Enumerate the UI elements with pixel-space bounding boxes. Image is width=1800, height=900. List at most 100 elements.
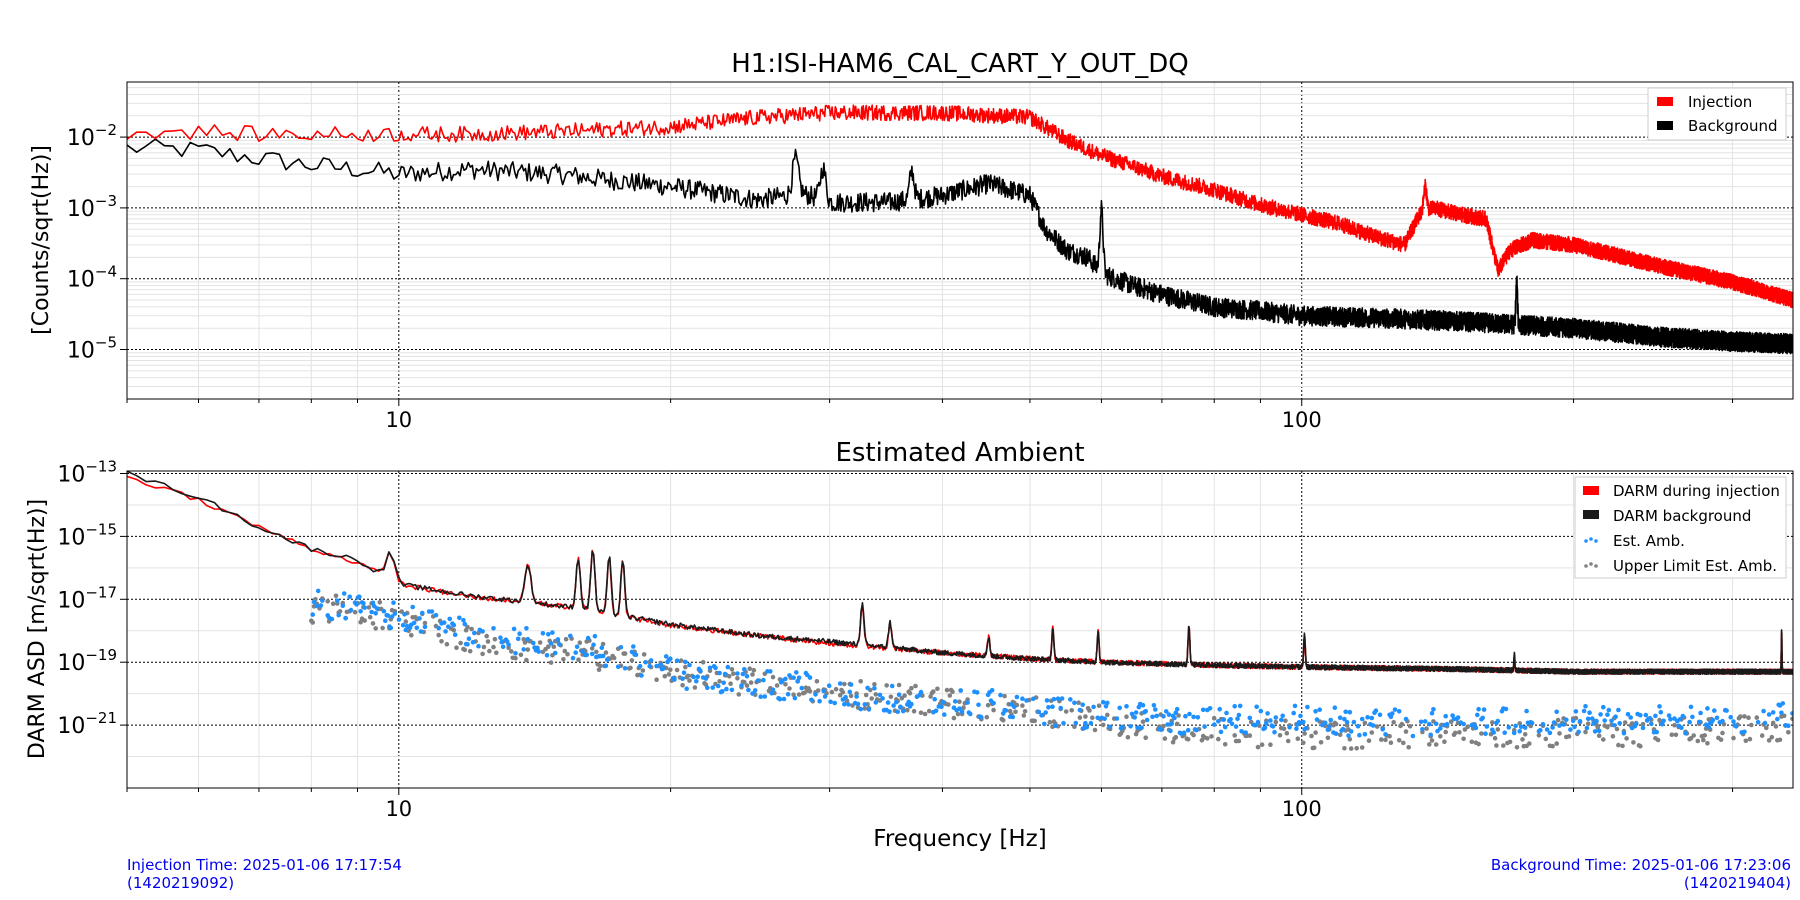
upper-limit-point <box>1247 733 1253 738</box>
est-amb-point <box>768 669 773 674</box>
est-amb-point <box>1185 727 1191 733</box>
upper-limit-point <box>848 693 854 699</box>
est-amb-point <box>1587 710 1592 715</box>
est-amb-point <box>320 598 325 603</box>
est-amb-point <box>1786 723 1791 729</box>
est-amb-point <box>441 620 447 625</box>
upper-limit-point <box>1673 732 1679 738</box>
est-amb-point <box>1643 712 1649 718</box>
est-amb-point <box>1264 721 1269 726</box>
upper-limit-point <box>1672 722 1677 728</box>
upper-limit-point <box>1770 720 1776 726</box>
plot-frame <box>126 470 1794 789</box>
est-amb-point <box>420 610 425 616</box>
upper-limit-point <box>1691 733 1696 738</box>
upper-limit-point <box>1069 708 1074 713</box>
upper-limit-point <box>1406 745 1411 750</box>
est-amb-point <box>447 616 453 622</box>
est-amb-point <box>1003 708 1009 713</box>
est-amb-point <box>842 701 847 707</box>
est-amb-point <box>1314 717 1320 722</box>
est-amb-point <box>1638 712 1643 718</box>
est-amb-point <box>1690 714 1695 720</box>
est-amb-point <box>1628 715 1633 720</box>
est-amb-point <box>540 631 546 636</box>
est-amb-point <box>1083 720 1088 726</box>
upper-limit-point <box>1616 742 1621 748</box>
upper-limit-point <box>683 664 688 670</box>
est-amb-point <box>1061 720 1066 726</box>
est-amb-point <box>1369 715 1375 721</box>
upper-limit-point <box>748 680 754 685</box>
upper-limit-point <box>1495 727 1501 732</box>
est-amb-point <box>1255 719 1261 725</box>
upper-limit-point <box>330 601 336 606</box>
legend-marker-est-amb <box>1584 539 1588 543</box>
est-amb-point <box>498 635 503 640</box>
upper-limit-point <box>1369 730 1375 735</box>
est-amb-point <box>722 671 728 677</box>
est-amb-point <box>1161 714 1166 719</box>
est-amb-point <box>974 690 980 695</box>
est-amb-point <box>1362 732 1368 737</box>
upper-limit-point <box>662 673 668 679</box>
est-amb-point <box>1068 697 1073 702</box>
upper-limit-point <box>1501 743 1506 748</box>
est-amb-point <box>462 621 468 627</box>
est-amb-point <box>783 676 788 682</box>
est-amb-point <box>633 652 639 657</box>
est-amb-point <box>1342 716 1347 722</box>
est-amb-point <box>511 626 517 632</box>
est-amb-point <box>687 662 692 668</box>
est-amb-point <box>1790 711 1793 716</box>
est-amb-point <box>705 685 710 691</box>
upper-limit-point <box>680 683 685 688</box>
est-amb-point <box>725 664 731 670</box>
upper-limit-point <box>1566 734 1572 739</box>
upper-limit-point <box>726 674 732 679</box>
est-amb-point <box>957 706 962 711</box>
upper-limit-point <box>1311 745 1317 751</box>
upper-limit-point <box>1766 738 1772 743</box>
est-amb-point <box>1151 703 1157 708</box>
upper-limit-point <box>1257 723 1262 728</box>
x-tick-label: 100 <box>1282 408 1322 432</box>
upper-limit-point <box>454 645 459 650</box>
y-tick-label: 10−5 <box>67 334 117 364</box>
upper-limit-point <box>1554 741 1559 746</box>
upper-limit-point <box>837 692 843 698</box>
legend-marker-upper-limit <box>1594 564 1598 568</box>
upper-limit-point <box>735 676 740 681</box>
est-amb-point <box>1517 729 1522 734</box>
est-amb-point <box>1506 725 1512 730</box>
est-amb-point <box>787 673 792 678</box>
upper-limit-point <box>678 658 684 663</box>
est-amb-point <box>1262 725 1268 730</box>
est-amb-point <box>557 642 562 647</box>
est-amb-point <box>414 625 420 631</box>
upper-limit-point <box>377 600 383 605</box>
est-amb-point <box>1166 712 1172 717</box>
upper-limit-point <box>1309 733 1314 739</box>
upper-limit-point <box>1022 709 1028 714</box>
est-amb-point <box>348 607 354 613</box>
est-amb-point <box>466 636 472 641</box>
upper-limit-point <box>918 710 924 715</box>
est-amb-point <box>340 603 346 608</box>
upper-limit-point <box>1185 737 1191 742</box>
est-amb-point <box>1044 698 1050 703</box>
legend-swatch-darm-background <box>1583 510 1599 519</box>
est-amb-point <box>1649 721 1654 727</box>
upper-limit-point <box>1140 719 1146 724</box>
upper-limit-point <box>603 650 609 655</box>
upper-limit-point <box>481 644 487 650</box>
est-amb-point <box>1438 726 1443 731</box>
est-amb-point <box>750 691 755 696</box>
est-amb-point <box>837 681 843 686</box>
est-amb-point <box>392 611 398 616</box>
upper-limit-point <box>1348 746 1354 751</box>
legend-label-upper-limit: Upper Limit Est. Amb. <box>1613 557 1777 575</box>
upper-limit-point <box>1002 693 1007 699</box>
upper-limit-point <box>742 679 747 685</box>
upper-limit-point <box>1063 709 1069 714</box>
